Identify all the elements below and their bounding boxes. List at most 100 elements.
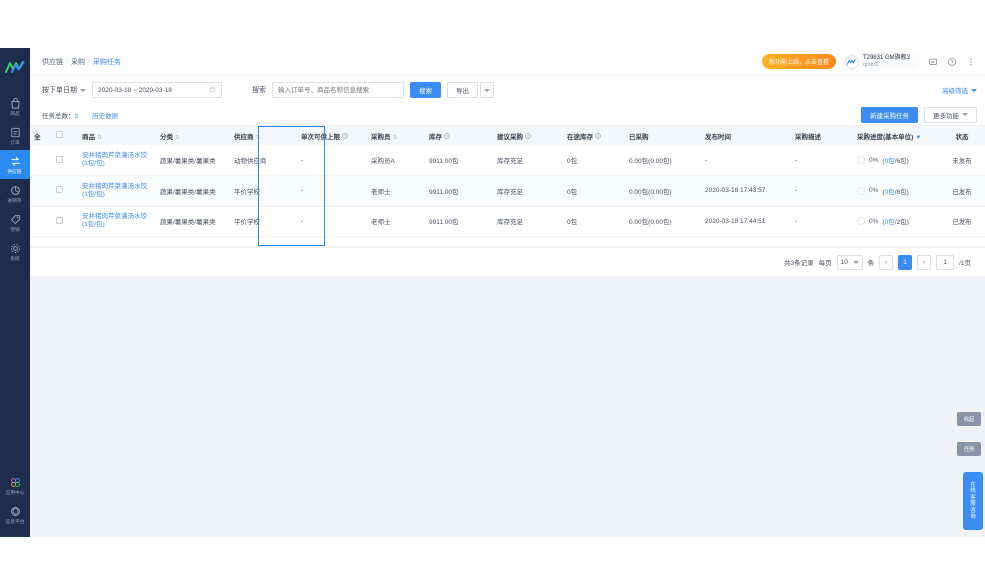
col-buyer[interactable]: 采购员 ⇅ bbox=[367, 126, 425, 145]
float-tab-collapse[interactable]: 收起 bbox=[957, 412, 981, 426]
cell-product: 安井猪肉芹菜灌汤水饺 (1包/包) bbox=[78, 145, 156, 176]
user-name-block: T29831 GM旗舰3 qmtv3 bbox=[863, 55, 910, 68]
select-all-checkbox[interactable] bbox=[56, 131, 63, 138]
col-product[interactable]: 商品 ⇅ bbox=[78, 126, 156, 145]
product-link[interactable]: 安井猪肉芹菜灌汤水饺 (1包/包) bbox=[82, 213, 147, 229]
table-header: 全 商品 ⇅ 分类 ⇅ 供应商 ⇅ 单次可供上限? 采购员 ⇅ 库存? 建议采购? 在途… bbox=[30, 126, 985, 145]
cell-category: 蔬果/薯果类/薯果类 bbox=[156, 175, 230, 207]
pagination-jump-input[interactable]: 1 bbox=[936, 254, 955, 270]
col-supplier[interactable]: 供应商 ⇅ bbox=[230, 126, 297, 145]
sidebar: 商品 订单 供应链 进销存 营销 系统 bbox=[0, 48, 30, 537]
pagination-prev-button[interactable]: ‹ bbox=[879, 254, 894, 270]
sidebar-item-label: 进销存 bbox=[7, 198, 23, 204]
col-purchased: 已采购 bbox=[625, 126, 701, 145]
sidebar-item-marketing[interactable]: 营销 bbox=[0, 208, 30, 237]
create-purchase-task-button[interactable]: 新建采购任务 bbox=[861, 106, 918, 123]
pagination-jump-unit: /1页 bbox=[959, 260, 971, 267]
row-checkbox[interactable] bbox=[56, 216, 63, 224]
sort-icon[interactable]: ⇅ bbox=[97, 134, 103, 141]
promo-badge[interactable]: 新功能上线，点击查看 bbox=[761, 54, 836, 69]
row-expand-cell[interactable] bbox=[30, 175, 52, 207]
message-icon[interactable] bbox=[927, 56, 939, 68]
sidebar-item-products[interactable]: 商品 bbox=[0, 92, 30, 121]
chevron-down-icon bbox=[971, 88, 977, 92]
shield-icon bbox=[10, 507, 20, 516]
sort-icon[interactable]: ⇅ bbox=[175, 134, 181, 141]
sidebar-item-label: 订单 bbox=[10, 140, 20, 146]
logo-icon[interactable] bbox=[0, 52, 30, 82]
progress-group: 0% (0包/2包) bbox=[857, 216, 935, 226]
breadcrumb-item-1[interactable]: 供应链 bbox=[42, 58, 63, 66]
search-input[interactable] bbox=[272, 82, 404, 98]
pagination-page-1[interactable]: 1 bbox=[898, 254, 913, 270]
row-checkbox[interactable] bbox=[56, 155, 63, 163]
product-link[interactable]: 安井猪肉芹菜灌汤水饺 (1包/包) bbox=[82, 152, 147, 167]
cs-char: 服 bbox=[970, 501, 976, 507]
help-icon[interactable] bbox=[946, 56, 958, 68]
sidebar-item-inventory[interactable]: 进销存 bbox=[0, 179, 30, 208]
sort-desc-icon[interactable]: ▼ bbox=[915, 134, 922, 141]
search-label: 搜索 bbox=[252, 87, 266, 94]
sidebar-item-info-platform[interactable]: 信息平台 bbox=[0, 500, 30, 529]
filter-bar: 按下单日期 2020-03-18 ~ 2020-03-18 搜索 搜索 导出 高… bbox=[30, 76, 985, 104]
user-display-name: T29831 GM旗舰3 bbox=[862, 55, 910, 61]
float-tab-task[interactable]: 任务 bbox=[957, 442, 981, 456]
pagination-next-button[interactable]: › bbox=[917, 254, 932, 270]
summary-actions: 新建采购任务 更多功能 bbox=[855, 106, 977, 123]
search-button[interactable]: 搜索 bbox=[410, 82, 441, 98]
cs-char: 线 bbox=[970, 488, 976, 494]
advanced-filter-label: 高级筛选 bbox=[942, 88, 968, 95]
row-checkbox[interactable] bbox=[56, 186, 63, 194]
sidebar-nav: 商品 订单 供应链 进销存 营销 系统 bbox=[0, 92, 30, 266]
advanced-filter-toggle[interactable]: 高级筛选 bbox=[942, 85, 977, 95]
sort-icon[interactable]: ⇅ bbox=[255, 134, 261, 141]
col-status: 状态 bbox=[939, 126, 985, 145]
row-expand-cell[interactable] bbox=[30, 206, 52, 237]
table-row[interactable]: 安井猪肉芹菜灌汤水饺 (1包/包) 蔬果/薯果类/薯果类 平价学校 - 老师士 … bbox=[30, 175, 985, 207]
pagination: 共3条记录 每页 10 条 ‹ 1 › 1 /1页 bbox=[30, 248, 985, 276]
user-menu[interactable]: T29831 GM旗舰3 qmtv3 bbox=[842, 52, 920, 71]
sidebar-item-system[interactable]: 系统 bbox=[0, 237, 30, 266]
sidebar-item-orders[interactable]: 订单 bbox=[0, 121, 30, 150]
col-expand-all[interactable]: 全 bbox=[30, 126, 52, 145]
col-category[interactable]: 分类 ⇅ bbox=[156, 126, 230, 145]
history-data-link[interactable]: 历史数据 bbox=[92, 112, 119, 120]
sidebar-item-supply-chain[interactable]: 供应链 bbox=[0, 150, 30, 179]
chevron-down-icon bbox=[962, 113, 968, 116]
date-mode-select[interactable]: 按下单日期 bbox=[42, 85, 86, 95]
cell-publish-time: - bbox=[701, 145, 791, 176]
sort-icon[interactable]: ⇅ bbox=[392, 134, 398, 141]
export-dropdown-caret[interactable] bbox=[480, 82, 494, 98]
product-link[interactable]: 安井猪肉芹菜灌汤水饺 (1包/包) bbox=[82, 182, 147, 198]
pagination-perpage-unit: 条 bbox=[867, 260, 875, 267]
summary-bar: 任务总数：3 历史数据 新建采购任务 更多功能 bbox=[30, 104, 985, 126]
breadcrumb-item-2[interactable]: 采购 bbox=[70, 58, 85, 66]
more-icon[interactable] bbox=[965, 56, 977, 68]
sidebar-item-label: 营销 bbox=[10, 227, 20, 233]
avatar bbox=[844, 54, 859, 69]
row-expand-cell[interactable] bbox=[30, 145, 52, 176]
col-label: 在途库存 bbox=[567, 133, 593, 141]
sidebar-item-app-center[interactable]: 应用中心 bbox=[0, 471, 30, 500]
help-icon[interactable]: ? bbox=[525, 132, 531, 139]
cell-supplier: 平价学校 bbox=[230, 175, 297, 207]
cell-purchased: 0.00包(0.00包) bbox=[625, 206, 701, 237]
export-button[interactable]: 导出 bbox=[447, 82, 478, 98]
screenshot-bottom-margin bbox=[0, 537, 985, 585]
cell-progress: 0% (0包/6包) bbox=[853, 145, 939, 176]
page-size-select[interactable]: 10 bbox=[836, 254, 863, 270]
cell-on-the-way: 0包 bbox=[563, 145, 625, 176]
help-icon[interactable]: ? bbox=[342, 132, 348, 139]
col-label: 商品 bbox=[82, 133, 95, 141]
sidebar-item-label: 应用中心 bbox=[5, 490, 25, 496]
table-row[interactable]: 安井猪肉芹菜灌汤水饺 (1包/包) 蔬果/薯果类/薯果类 动物供应商 - 采购员… bbox=[30, 145, 985, 176]
progress-total: /2包 bbox=[894, 219, 907, 227]
date-range-input[interactable]: 2020-03-18 ~ 2020-03-18 bbox=[92, 82, 222, 98]
help-icon[interactable]: ? bbox=[595, 132, 601, 139]
col-purchase-progress[interactable]: 采购进度(基本单位) ▼ bbox=[853, 126, 939, 145]
table-row[interactable]: 安井猪肉芹菜灌汤水饺 (1包/包) 蔬果/薯果类/薯果类 平价学校 - 老师士 … bbox=[30, 206, 985, 237]
help-icon[interactable]: ? bbox=[444, 132, 450, 139]
chart-icon bbox=[10, 186, 20, 195]
more-functions-button[interactable]: 更多功能 bbox=[924, 106, 977, 123]
customer-service-tab[interactable]: 在 线 客 服 咨 询 bbox=[963, 472, 983, 530]
